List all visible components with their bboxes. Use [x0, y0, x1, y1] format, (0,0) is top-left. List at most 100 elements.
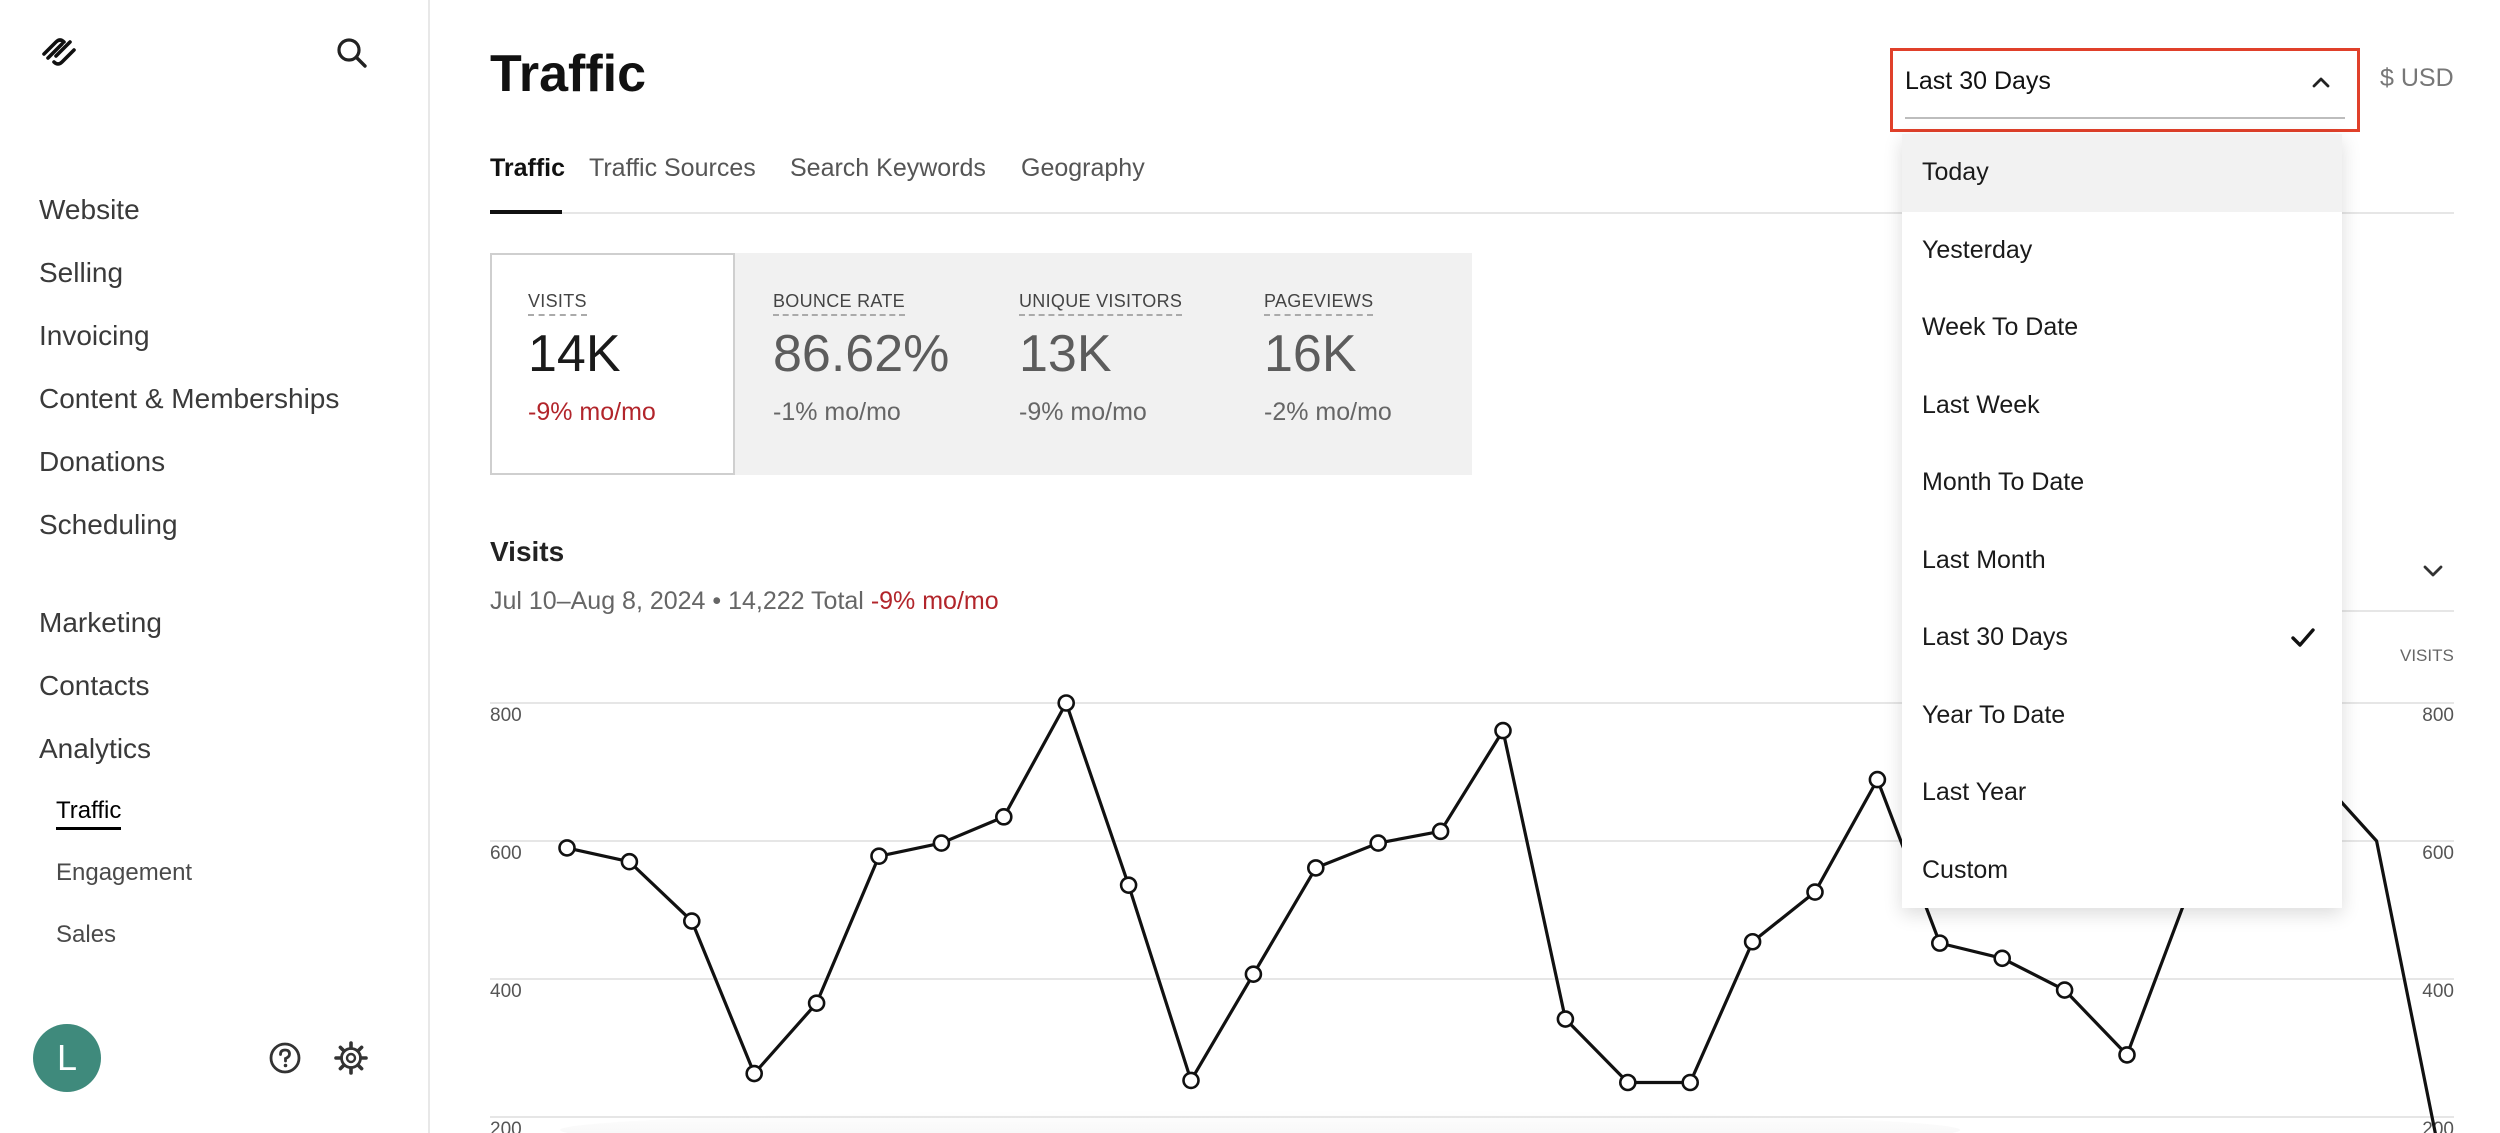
nav-item-invoicing[interactable]: Invoicing: [39, 320, 150, 351]
chart-header-divider: [2340, 610, 2454, 612]
nav-item-selling[interactable]: Selling: [39, 257, 124, 288]
data-point: [1369, 834, 1387, 852]
data-point: [1993, 949, 2011, 968]
y-tick-label-right: 200: [2422, 1119, 2454, 1133]
stat-change: -9% mo/mo: [1019, 398, 1147, 426]
data-point: [1681, 1073, 1699, 1092]
data-point: [1431, 822, 1450, 841]
stat-change: -2% mo/mo: [1264, 398, 1392, 426]
nav-item-marketing[interactable]: Marketing: [39, 607, 162, 638]
squarespace-logo-icon[interactable]: [38, 34, 80, 70]
y-tick-label-left: 800: [490, 705, 522, 726]
y-tick-label-right: 800: [2422, 705, 2454, 726]
sub-item-sales[interactable]: Sales: [56, 921, 117, 948]
stat-label: VISITS: [528, 291, 587, 316]
stat-value: 13K: [1019, 325, 1112, 383]
tab-traffic-sources[interactable]: Traffic Sources: [589, 154, 756, 182]
date-range-menu: Today Yesterday Week To Date Last Week M…: [1902, 134, 2342, 908]
search-icon[interactable]: [333, 34, 371, 72]
stat-card-pageviews[interactable]: PAGEVIEWS 16K -2% mo/mo: [1226, 253, 1471, 475]
avatar[interactable]: L: [33, 1024, 101, 1092]
nav-item-content-memberships[interactable]: Content & Memberships: [39, 383, 340, 414]
y-tick-label-right: 600: [2422, 843, 2454, 864]
data-point: [1743, 932, 1762, 951]
stat-value: 14K: [528, 325, 621, 383]
tab-search-keywords[interactable]: Search Keywords: [790, 154, 986, 182]
data-point: [1619, 1073, 1637, 1092]
tab-geography[interactable]: Geography: [1021, 154, 1145, 182]
data-point: [620, 852, 639, 871]
data-point: [558, 839, 576, 857]
stat-value: 86.62%: [773, 325, 950, 383]
visits-date-range-total: Jul 10–Aug 8, 2024 • 14,222 Total: [490, 587, 864, 615]
data-point: [682, 912, 701, 930]
stat-change: -1% mo/mo: [773, 398, 901, 426]
right-axis-title: VISITS: [2400, 646, 2454, 665]
y-tick-label-left: 400: [490, 981, 522, 1002]
nav-item-analytics[interactable]: Analytics: [39, 733, 152, 764]
sub-item-engagement[interactable]: Engagement: [56, 859, 193, 886]
data-point: [2055, 981, 2074, 999]
menu-item-today[interactable]: Today: [1902, 134, 2342, 212]
stat-card-unique-visitors[interactable]: UNIQUE VISITORS 13K -9% mo/mo: [981, 253, 1226, 475]
data-point: [1868, 770, 1887, 789]
chevron-up-icon: [2312, 77, 2330, 88]
data-point: [1806, 883, 1824, 901]
data-point: [1182, 1071, 1200, 1090]
nav-item-donations[interactable]: Donations: [39, 446, 166, 477]
help-icon[interactable]: [267, 1040, 303, 1076]
gear-icon[interactable]: [333, 1040, 369, 1076]
menu-item-last-year[interactable]: Last Year: [1922, 778, 2027, 806]
data-point: [2118, 1046, 2136, 1064]
chart-bottom-fade: [560, 1110, 1960, 1133]
menu-item-custom[interactable]: Custom: [1922, 855, 2009, 884]
data-point: [870, 847, 888, 865]
visits-section-title: Visits: [490, 536, 565, 567]
menu-item-last-week[interactable]: Last Week: [1922, 390, 2040, 419]
stat-change: -9% mo/mo: [528, 398, 656, 426]
stat-label: BOUNCE RATE: [773, 291, 905, 316]
menu-item-month-to-date[interactable]: Month To Date: [1922, 468, 2085, 496]
data-point: [1494, 721, 1512, 740]
select-underline: [1905, 117, 2345, 119]
stats-panel: VISITS 14K -9% mo/mo BOUNCE RATE 86.62% …: [490, 253, 1472, 475]
data-point: [745, 1064, 764, 1083]
active-tab-indicator: [490, 210, 562, 214]
data-point: [1057, 694, 1075, 712]
data-point: [807, 994, 826, 1012]
data-point: [1244, 965, 1263, 983]
tab-traffic[interactable]: Traffic: [490, 154, 566, 182]
stat-card-bounce-rate[interactable]: BOUNCE RATE 86.62% -1% mo/mo: [735, 253, 980, 475]
primary-nav: Website Selling Invoicing Content & Memb…: [39, 178, 339, 556]
menu-item-year-to-date[interactable]: Year To Date: [1922, 700, 2066, 729]
y-tick-label-left: 600: [490, 843, 522, 864]
menu-item-week-to-date[interactable]: Week To Date: [1922, 313, 2079, 341]
data-point: [1307, 859, 1325, 877]
sidebar: Website Selling Invoicing Content & Memb…: [0, 0, 430, 1133]
tab-bar: Traffic Traffic Sources Search Keywords …: [490, 130, 2454, 214]
y-tick-label-left: 200: [490, 1119, 522, 1133]
nav-item-contacts[interactable]: Contacts: [39, 670, 150, 701]
checkmark-icon: [2291, 628, 2315, 647]
data-point: [1931, 934, 1949, 952]
menu-item-yesterday[interactable]: Yesterday: [1922, 235, 2033, 264]
date-range-select[interactable]: Last 30 Days: [1890, 48, 2360, 132]
y-tick-label-right: 400: [2422, 981, 2454, 1002]
menu-item-last-30-days-label: Last 30 Days: [1922, 623, 2068, 651]
nav-item-website[interactable]: Website: [39, 194, 140, 225]
stat-card-visits[interactable]: VISITS 14K -9% mo/mo: [490, 253, 735, 475]
visits-change: -9% mo/mo: [870, 587, 999, 615]
menu-item-last-30-days[interactable]: Last 30 Days: [1902, 599, 2342, 677]
currency-label: $ USD: [2380, 64, 2454, 92]
visits-section-subtitle: Jul 10–Aug 8, 2024 • 14,222 Total -9% mo…: [490, 587, 999, 616]
sub-item-traffic[interactable]: Traffic: [39, 780, 192, 842]
nav-item-scheduling[interactable]: Scheduling: [39, 509, 178, 540]
data-point: [1119, 876, 1138, 894]
chevron-down-icon[interactable]: [2418, 556, 2448, 586]
data-point: [1556, 1010, 1575, 1028]
sub-item-traffic-label: Traffic: [56, 797, 122, 830]
stat-label: UNIQUE VISITORS: [1019, 291, 1183, 316]
menu-item-last-month[interactable]: Last Month: [1922, 545, 2046, 574]
date-range-selected-value: Last 30 Days: [1905, 67, 2051, 95]
stat-label: PAGEVIEWS: [1264, 291, 1374, 316]
